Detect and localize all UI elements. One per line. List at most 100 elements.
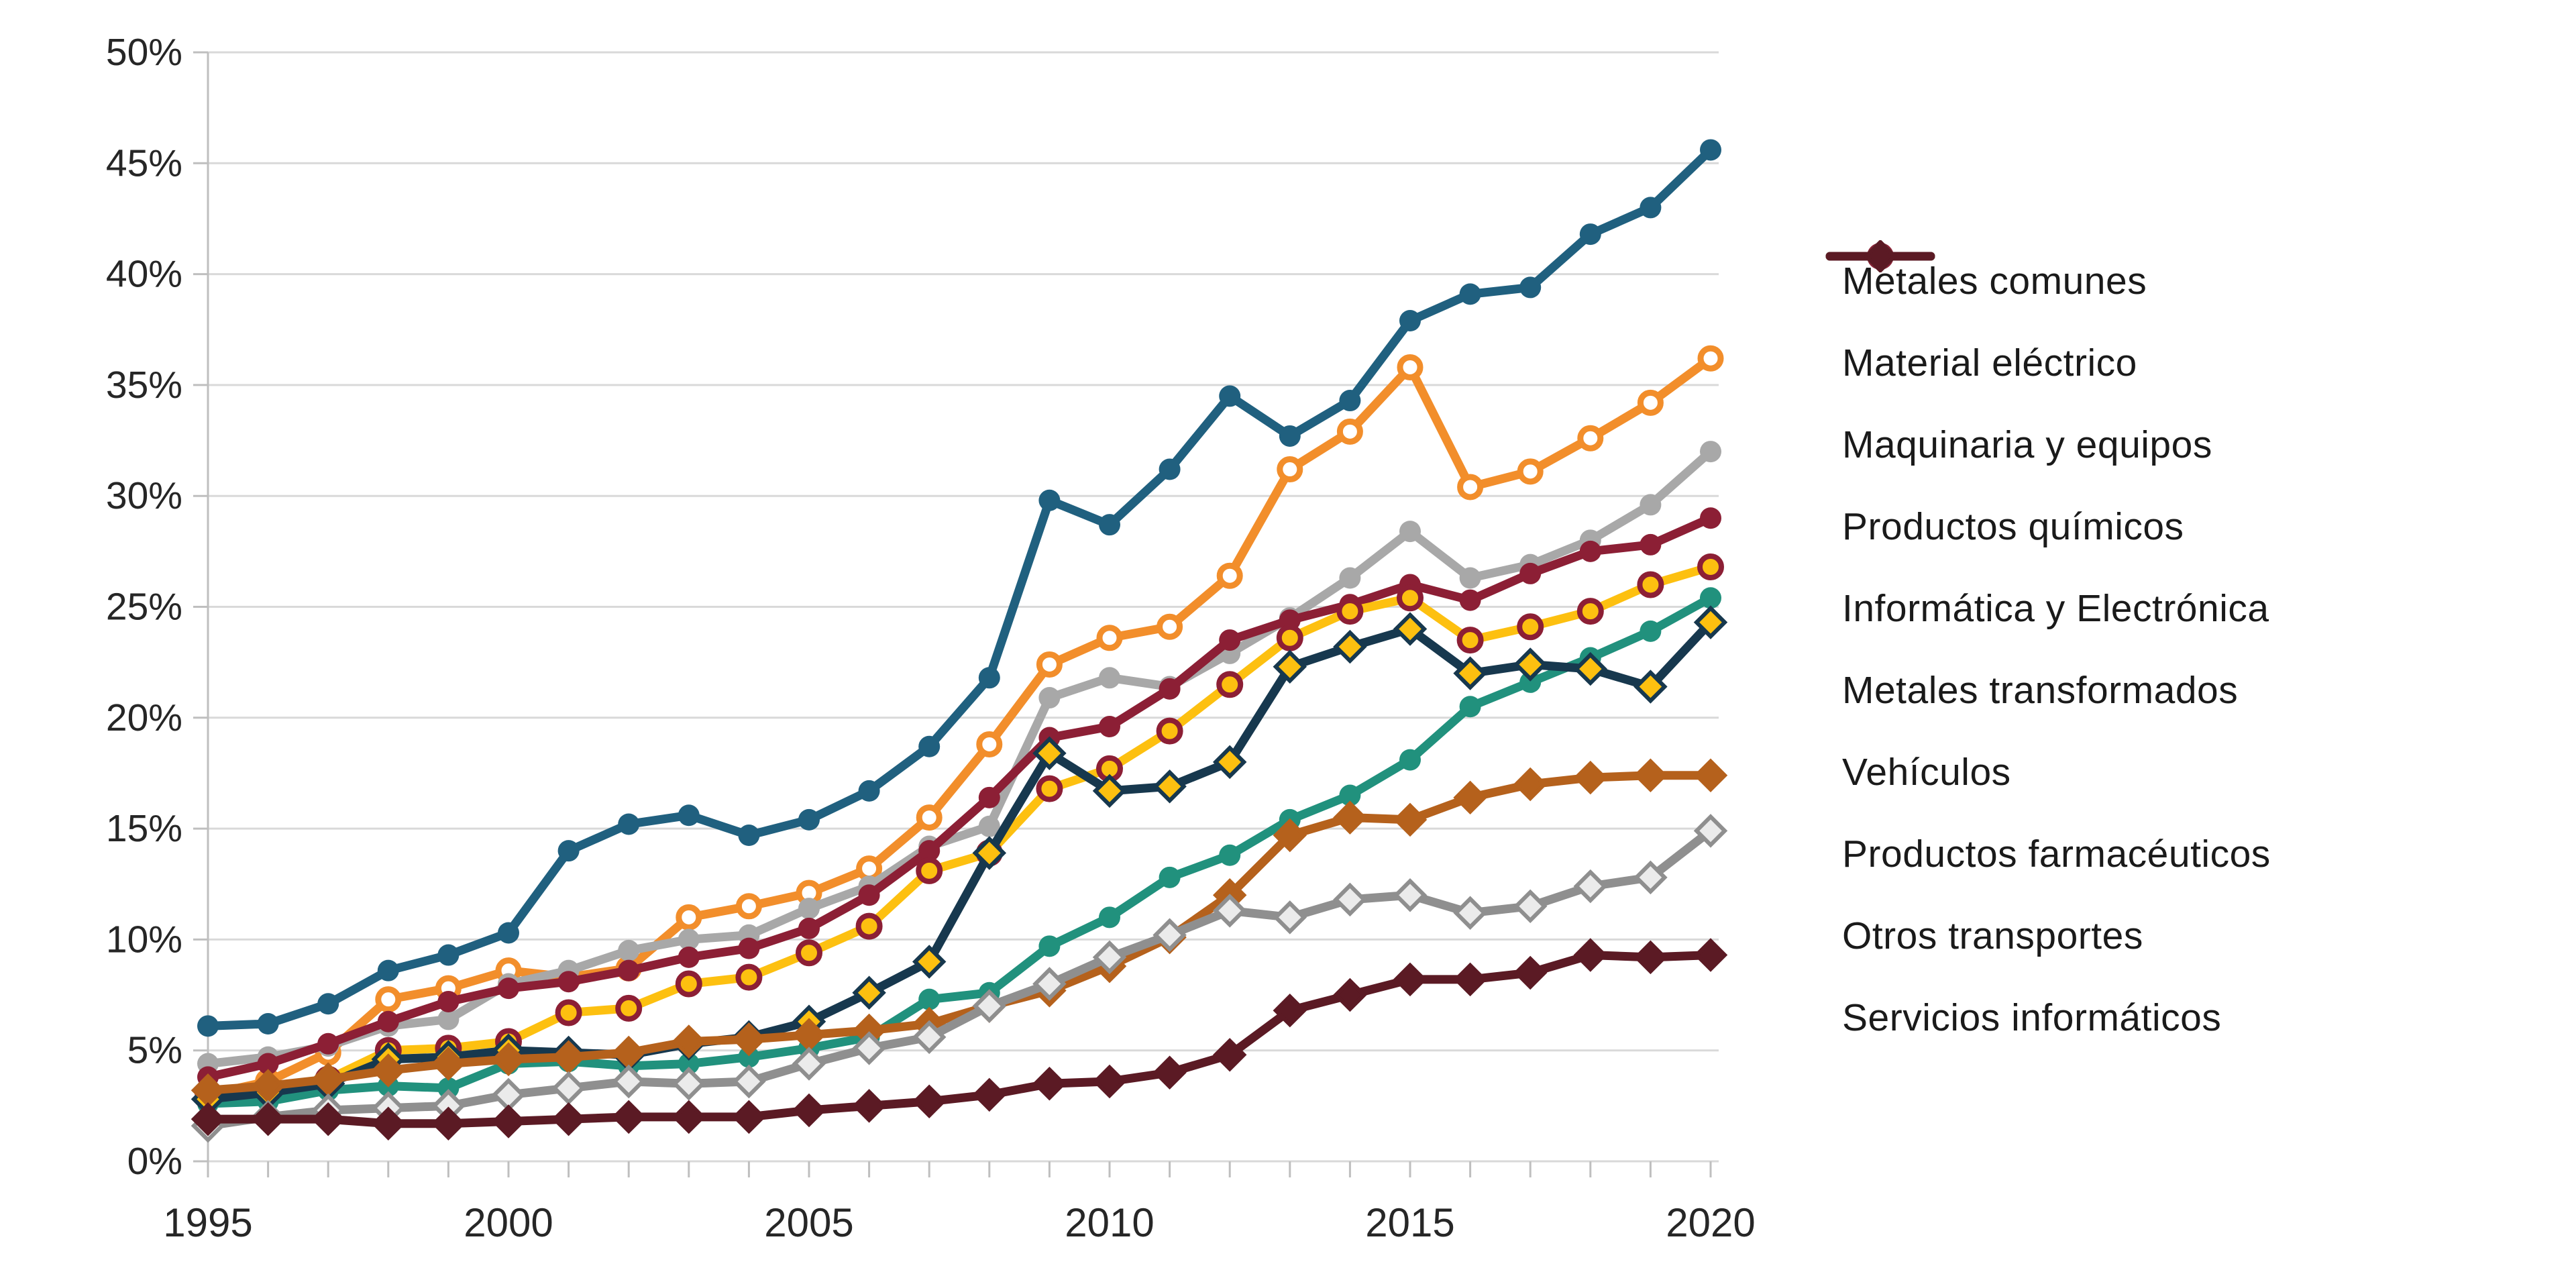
- series-line: [203, 354, 1715, 1100]
- data-point: [1036, 775, 1063, 802]
- data-point: [675, 970, 702, 998]
- data-point: [437, 944, 460, 966]
- series-servicios-informaticos: [191, 938, 1728, 1141]
- data-point: [1216, 562, 1243, 589]
- legend-item-material-electrico: Material eléctrico: [1823, 243, 2561, 404]
- data-point: [615, 994, 643, 1022]
- data-point: [858, 884, 880, 906]
- data-point: [197, 1015, 219, 1037]
- data-point: [1393, 962, 1428, 997]
- series-metales-comunes: [197, 139, 1721, 1037]
- data-point: [1212, 894, 1247, 928]
- data-point: [1700, 441, 1721, 463]
- data-point: [912, 945, 947, 979]
- data-point: [1032, 1067, 1067, 1101]
- data-point: [1517, 458, 1544, 485]
- data-point: [792, 1047, 826, 1081]
- data-point: [1399, 310, 1421, 332]
- data-point: [1216, 671, 1244, 698]
- data-point: [251, 1069, 285, 1103]
- data-point: [1640, 620, 1662, 642]
- data-point: [918, 735, 941, 757]
- data-point: [1513, 647, 1548, 682]
- data-point: [557, 971, 580, 993]
- data-point: [735, 963, 763, 991]
- data-point: [1697, 553, 1724, 580]
- legend-label: Servicios informáticos: [1842, 996, 2222, 1039]
- data-point: [1633, 860, 1668, 895]
- data-point: [676, 904, 702, 931]
- legend-label: Otros transportes: [1842, 914, 2143, 957]
- data-point: [1096, 625, 1123, 651]
- data-point: [1459, 589, 1481, 611]
- data-point: [1099, 667, 1120, 689]
- data-point: [1273, 900, 1307, 935]
- data-point: [1038, 489, 1061, 511]
- legend-item-metales-transformados: Metales transformados: [1823, 246, 2561, 731]
- data-point: [1099, 906, 1120, 929]
- data-point: [1092, 940, 1127, 975]
- data-point: [732, 1100, 766, 1134]
- data-point: [618, 813, 640, 835]
- data-point: [1156, 717, 1183, 745]
- data-point: [371, 1106, 406, 1141]
- data-point: [311, 1102, 345, 1136]
- data-point: [1099, 514, 1120, 536]
- data-point: [1453, 896, 1487, 930]
- data-point: [371, 1053, 406, 1088]
- data-point: [672, 1100, 706, 1134]
- y-axis-tick-label: 5%: [127, 1029, 182, 1072]
- data-point: [678, 804, 700, 827]
- y-axis-tick-label: 25%: [106, 586, 182, 629]
- data-point: [1393, 612, 1428, 646]
- data-point: [916, 857, 943, 884]
- data-point: [978, 667, 1000, 689]
- data-point: [1333, 882, 1367, 917]
- data-point: [1453, 656, 1487, 690]
- data-point: [498, 922, 519, 944]
- data-point: [611, 1100, 646, 1134]
- data-point: [1339, 390, 1361, 412]
- data-point: [1092, 1064, 1127, 1099]
- data-point: [1459, 696, 1481, 718]
- legend-label: Material eléctrico: [1842, 341, 2137, 384]
- data-point: [1276, 624, 1303, 651]
- data-point: [912, 1084, 947, 1118]
- data-point: [978, 815, 1000, 837]
- data-point: [976, 731, 1003, 757]
- x-axis-tick-label: 2010: [1065, 1200, 1154, 1245]
- legend-label: Productos farmacéuticos: [1842, 833, 2271, 876]
- data-point: [732, 1064, 766, 1099]
- y-axis-tick-label: 15%: [106, 807, 182, 850]
- data-point: [858, 780, 880, 802]
- data-point: [1212, 1038, 1247, 1072]
- data-point: [1393, 878, 1428, 912]
- data-point: [311, 1062, 345, 1096]
- data-point: [918, 840, 941, 862]
- data-point: [431, 1106, 466, 1141]
- data-point: [1459, 283, 1481, 305]
- data-point: [1453, 962, 1487, 997]
- data-point: [257, 1053, 279, 1075]
- x-axis-tick-label: 2005: [764, 1200, 853, 1245]
- data-point: [1279, 609, 1301, 631]
- data-point: [555, 999, 582, 1026]
- data-point: [377, 1010, 399, 1032]
- data-point: [491, 1042, 526, 1077]
- data-point: [257, 1013, 279, 1035]
- data-point: [1693, 758, 1728, 793]
- data-point: [431, 1047, 466, 1081]
- data-point: [1273, 993, 1307, 1028]
- data-point: [1152, 770, 1187, 804]
- data-point: [1640, 197, 1662, 219]
- data-point: [1633, 758, 1668, 793]
- data-point: [557, 840, 580, 862]
- data-point: [1700, 587, 1721, 609]
- y-axis-tick-label: 30%: [106, 474, 182, 517]
- data-point: [377, 959, 399, 982]
- data-point: [1693, 814, 1728, 848]
- data-point: [1700, 507, 1721, 529]
- data-point: [672, 1067, 706, 1101]
- data-point: [798, 808, 820, 831]
- data-point: [1219, 385, 1241, 407]
